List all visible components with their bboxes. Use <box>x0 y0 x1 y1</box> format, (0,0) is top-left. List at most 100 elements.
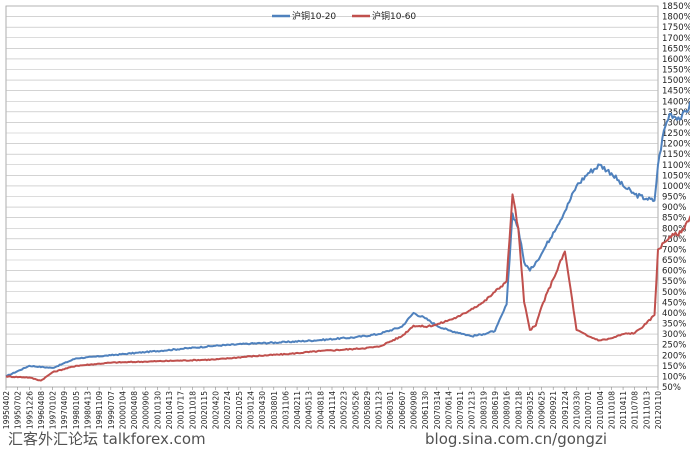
x-tick-label: 20090325 <box>526 391 535 429</box>
y-tick-label: 1400% <box>662 97 690 107</box>
x-tick-label: 20010717 <box>177 391 186 429</box>
y-tick-label: 1350% <box>662 108 690 118</box>
y-tick-label: 1100% <box>662 161 690 171</box>
legend-label-series-2: 沪铜10-60 <box>372 10 416 22</box>
y-tick-label: 1700% <box>662 34 690 44</box>
gridlines <box>5 5 659 388</box>
x-tick-label: 20031106 <box>281 391 290 429</box>
x-tick-label: 19950702 <box>14 391 23 429</box>
y-tick-label: 600% <box>662 267 686 277</box>
x-tick-label: 20100701 <box>584 391 593 429</box>
x-tick-label: 20110411 <box>619 391 628 429</box>
series-line-2 <box>5 193 690 382</box>
y-tick-label: 200% <box>662 351 686 361</box>
legend-label-series-1: 沪铜10-20 <box>292 10 336 22</box>
y-tick-label: 1650% <box>662 44 690 54</box>
x-tick-label: 20101004 <box>596 391 605 429</box>
x-tick-label: 20060908 <box>410 391 419 429</box>
y-tick-label: 100% <box>662 372 686 382</box>
x-tick-label: 20030801 <box>270 391 279 429</box>
x-tick-label: 19980413 <box>84 391 93 429</box>
x-tick-label: 20041114 <box>328 391 337 429</box>
y-tick-label: 450% <box>662 298 686 308</box>
y-tick-label: 500% <box>662 288 686 298</box>
y-tick-label: 1250% <box>662 129 690 139</box>
y-tick-label: 300% <box>662 330 686 340</box>
y-tick-label: 1450% <box>662 87 690 97</box>
x-tick-label: 20091224 <box>561 391 570 429</box>
x-tick-label: 20110108 <box>607 391 616 429</box>
x-tick-label: 20051123 <box>375 391 384 429</box>
x-tick-label: 20021025 <box>235 391 244 429</box>
x-tick-label: 20050526 <box>351 391 360 429</box>
x-tick-label: 20030124 <box>247 391 256 429</box>
x-tick-label: 20061130 <box>421 391 430 429</box>
y-tick-label: 250% <box>662 341 686 351</box>
x-tick-label: 20030430 <box>258 391 267 429</box>
x-tick-label: 19970409 <box>60 391 69 429</box>
x-tick-label: 20010413 <box>165 391 174 429</box>
y-tick-label: 850% <box>662 214 686 224</box>
y-tick-label: 1800% <box>662 13 690 23</box>
x-tick-label: 20081218 <box>514 391 523 429</box>
watermark-right: blog.sina.com.cn/gongzi <box>425 430 607 448</box>
x-tick-label: 20070314 <box>433 391 442 429</box>
y-tick-label: 1600% <box>662 55 690 65</box>
x-tick-label: 20120110 <box>654 391 663 429</box>
x-tick-label: 20060607 <box>398 391 407 429</box>
x-tick-label: 20040513 <box>305 391 314 429</box>
x-tick-label: 20011018 <box>188 391 197 429</box>
x-tick-label: 19960408 <box>37 391 46 429</box>
x-tick-label: 20010130 <box>153 391 162 429</box>
y-tick-label: 550% <box>662 277 686 287</box>
x-tick-label: 20111013 <box>642 391 651 429</box>
y-tick-label: 750% <box>662 235 686 245</box>
x-tick-label: 20000906 <box>142 391 151 429</box>
y-tick-label: 700% <box>662 245 686 255</box>
x-tick-label: 20000408 <box>130 391 139 429</box>
x-tick-label: 20020724 <box>223 391 232 429</box>
y-tick-label: 50% <box>662 383 681 393</box>
x-tick-label: 20000104 <box>118 391 127 429</box>
y-tick-label: 400% <box>662 309 686 319</box>
series-line-1 <box>5 101 690 378</box>
y-tick-label: 1200% <box>662 140 690 150</box>
y-axis-ticks: 50%100%150%200%250%300%350%400%450%500%5… <box>662 2 690 393</box>
x-tick-label: 20040818 <box>316 391 325 429</box>
x-tick-label: 20090625 <box>538 391 547 429</box>
y-tick-label: 1000% <box>662 182 690 192</box>
y-tick-label: 900% <box>662 203 686 213</box>
x-tick-label: 19950402 <box>2 391 11 429</box>
x-tick-label: 20050223 <box>340 391 349 429</box>
y-tick-label: 150% <box>662 362 686 372</box>
x-tick-label: 20080916 <box>503 391 512 429</box>
y-tick-label: 1550% <box>662 66 690 76</box>
y-tick-label: 1750% <box>662 23 690 33</box>
legend: 沪铜10-20 沪铜10-60 <box>272 10 416 22</box>
x-tick-label: 20071213 <box>468 391 477 429</box>
x-tick-label: 19990707 <box>107 391 116 429</box>
x-tick-label: 19951226 <box>25 391 34 429</box>
y-tick-label: 1300% <box>662 118 690 128</box>
x-tick-label: 20110708 <box>631 391 640 429</box>
x-tick-label: 19970102 <box>49 391 58 429</box>
y-tick-label: 1850% <box>662 2 690 12</box>
y-tick-label: 1500% <box>662 76 690 86</box>
x-tick-label: 20080319 <box>479 391 488 429</box>
x-axis-ticks: 19950402 19950702 19951226 19960408 19970102… <box>2 387 663 429</box>
series-lines <box>5 101 690 382</box>
x-tick-label: 20090921 <box>549 391 558 429</box>
x-tick-label: 19980105 <box>72 391 81 429</box>
x-tick-label: 20040211 <box>293 391 302 429</box>
y-tick-label: 1150% <box>662 150 690 160</box>
x-tick-label: 20100330 <box>573 391 582 429</box>
x-tick-label: 20070614 <box>444 391 453 429</box>
y-tick-label: 650% <box>662 256 686 266</box>
watermark-left: 汇客外汇论坛 talkforex.com <box>8 430 206 448</box>
x-tick-label: 20050829 <box>363 391 372 429</box>
y-tick-label: 350% <box>662 320 686 330</box>
x-tick-label: 20070911 <box>456 391 465 429</box>
x-tick-label: 20020115 <box>200 391 209 429</box>
y-tick-label: 800% <box>662 224 686 234</box>
